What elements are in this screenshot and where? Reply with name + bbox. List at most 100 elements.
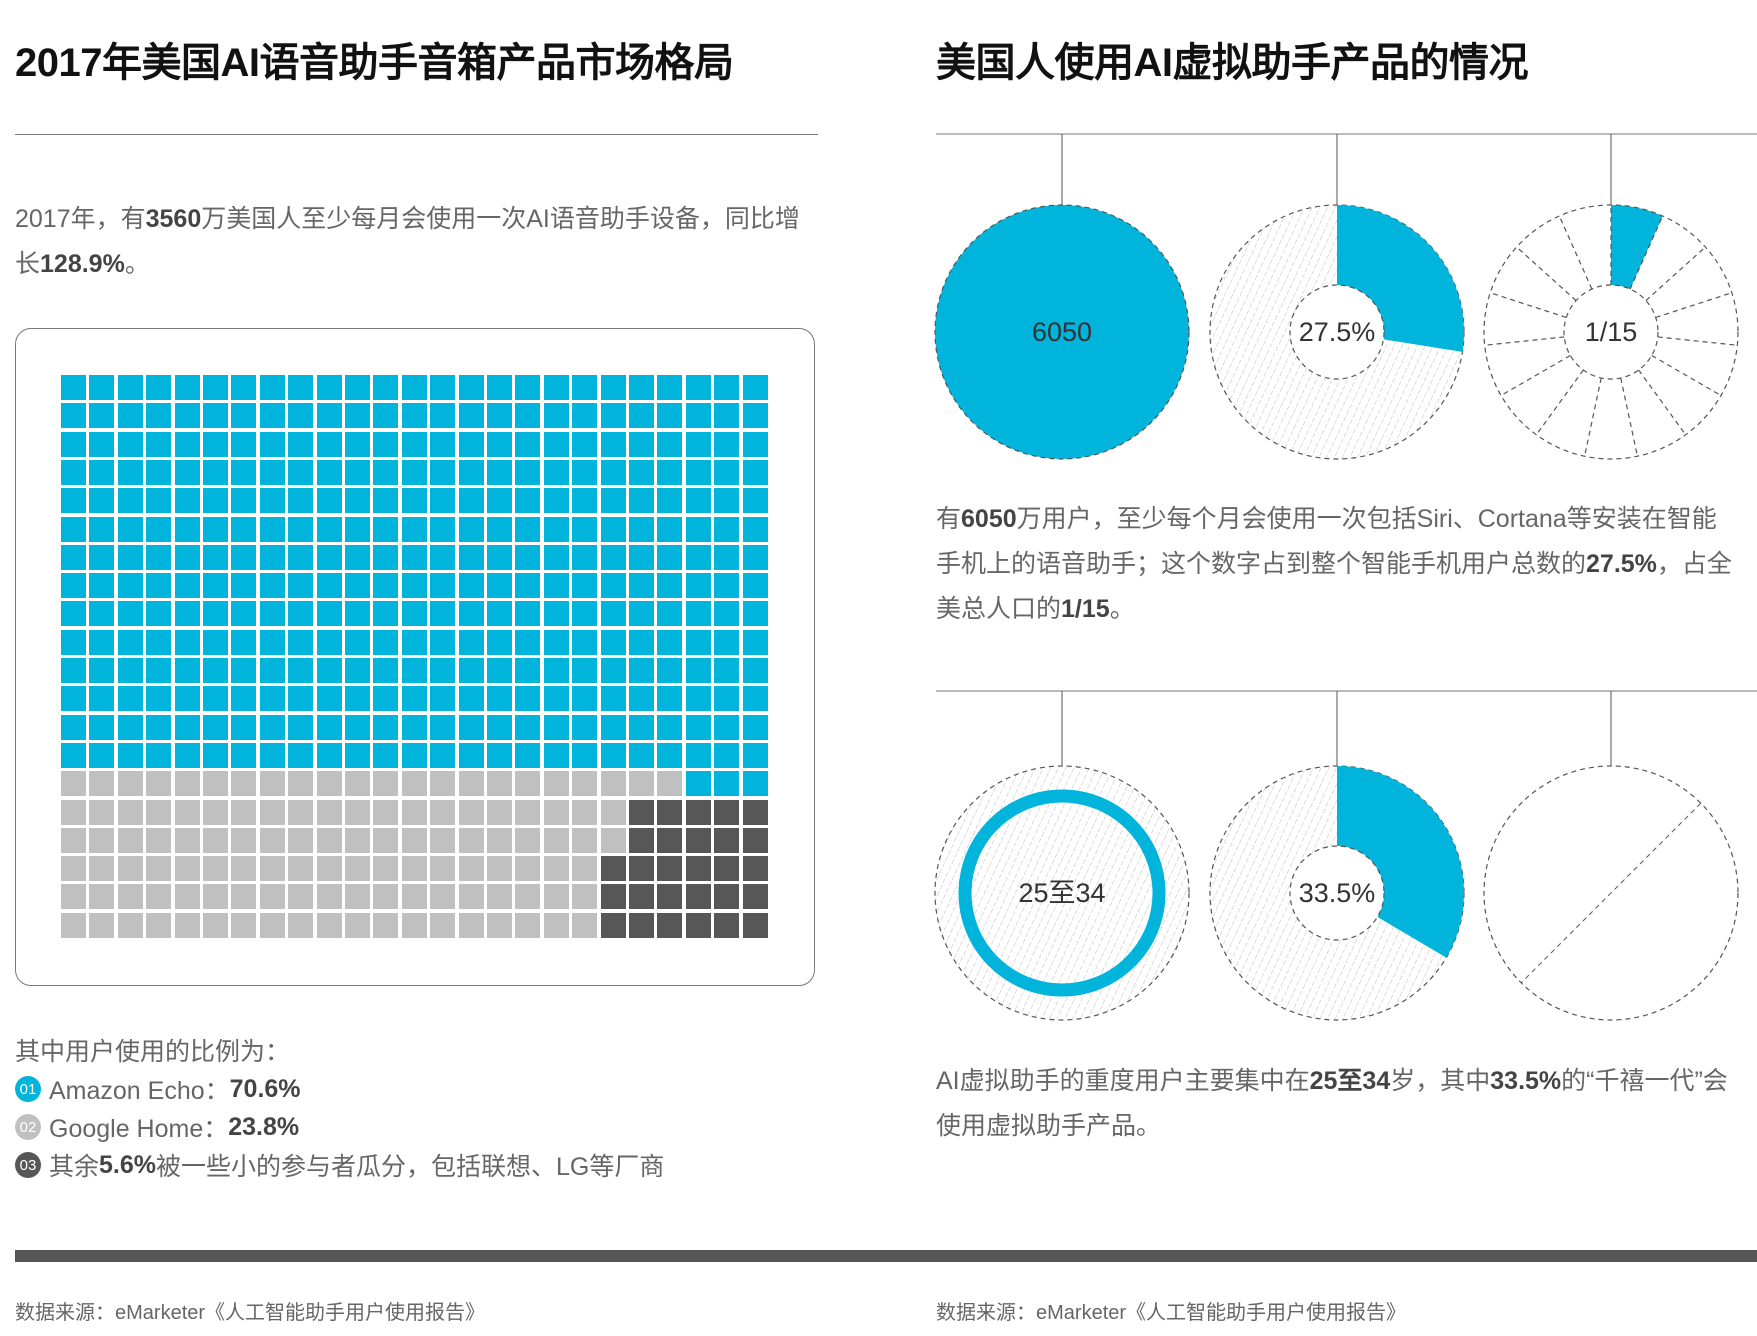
cell-other [657, 912, 683, 938]
cell-amazon-echo [657, 459, 683, 485]
cell-amazon-echo [61, 544, 86, 570]
cell-amazon-echo [203, 686, 228, 712]
cell-amazon-echo [203, 601, 228, 627]
cell-amazon-echo [61, 431, 86, 457]
cell-amazon-echo [316, 431, 342, 457]
cell-amazon-echo [61, 488, 86, 514]
cell-amazon-echo [174, 375, 200, 400]
cell-other [742, 912, 768, 938]
cell-amazon-echo [117, 742, 143, 768]
cell-amazon-echo [288, 544, 314, 570]
legend-label: Amazon Echo： [49, 1077, 230, 1105]
cell-amazon-echo [316, 459, 342, 485]
cell-amazon-echo [231, 431, 257, 457]
cell-google-home [572, 912, 598, 938]
cell-amazon-echo [61, 375, 86, 400]
cell-amazon-echo [657, 742, 683, 768]
cell-other [685, 856, 711, 882]
cell-other [657, 827, 683, 853]
cell-other [714, 912, 740, 938]
cell-google-home [203, 771, 228, 797]
cell-amazon-echo [657, 403, 683, 429]
cell-amazon-echo [543, 488, 569, 514]
cell-amazon-echo [600, 431, 626, 457]
cell-amazon-echo [401, 403, 427, 429]
cell-amazon-echo [600, 686, 626, 712]
cell-amazon-echo [373, 742, 399, 768]
cell-amazon-echo [316, 714, 342, 740]
cell-amazon-echo [316, 658, 342, 683]
cell-google-home [259, 856, 285, 882]
cell-amazon-echo [629, 403, 654, 429]
cell-google-home [146, 912, 172, 938]
cell-google-home [174, 912, 200, 938]
cell-amazon-echo [572, 601, 598, 627]
cell-amazon-echo [259, 516, 285, 542]
cell-amazon-echo [714, 431, 740, 457]
legend: 01 Amazon Echo： 70.6% 02 Google Home： 23.8% 03… [15, 1070, 664, 1184]
cell-other [685, 799, 711, 825]
smartphone-share-label: 27.5% [1299, 317, 1376, 347]
cell-google-home [345, 912, 370, 938]
spoke-line [1657, 336, 1738, 346]
cell-amazon-echo [543, 686, 569, 712]
cell-amazon-echo [174, 742, 200, 768]
cell-amazon-echo [373, 601, 399, 627]
cell-amazon-echo [487, 658, 512, 683]
cell-google-home [231, 799, 257, 825]
highlight-number: 3560 [145, 205, 202, 233]
cell-google-home [61, 912, 86, 938]
cell-amazon-echo [430, 403, 456, 429]
cell-google-home [316, 912, 342, 938]
cell-amazon-echo [61, 403, 86, 429]
inner-circle [1289, 845, 1385, 941]
spoke-line [1629, 215, 1664, 290]
text-segment: 万用户，至少每个月会使用一次包括Siri、Cortana等安装在智能手机上的语音… [936, 505, 1717, 578]
cell-amazon-echo [146, 516, 172, 542]
cell-google-home [401, 771, 427, 797]
cell-amazon-echo [61, 686, 86, 712]
cell-google-home [203, 856, 228, 882]
cell-amazon-echo [231, 516, 257, 542]
cell-google-home [117, 856, 143, 882]
cell-amazon-echo [458, 544, 484, 570]
cell-amazon-echo [117, 459, 143, 485]
cell-amazon-echo [203, 431, 228, 457]
cell-google-home [373, 912, 399, 938]
cell-amazon-echo [515, 742, 541, 768]
cell-amazon-echo [401, 686, 427, 712]
cell-google-home [401, 912, 427, 938]
cell-amazon-echo [487, 714, 512, 740]
cell-amazon-echo [203, 573, 228, 599]
cell-amazon-echo [487, 601, 512, 627]
cell-amazon-echo [316, 573, 342, 599]
cell-google-home [345, 827, 370, 853]
cell-google-home [401, 884, 427, 910]
spoke-line [1645, 246, 1706, 301]
cell-amazon-echo [89, 544, 115, 570]
cell-amazon-echo [373, 629, 399, 655]
cell-amazon-echo [288, 658, 314, 683]
cell-google-home [288, 771, 314, 797]
cell-google-home [515, 856, 541, 882]
cell-amazon-echo [657, 714, 683, 740]
cell-google-home [316, 771, 342, 797]
cell-amazon-echo [572, 658, 598, 683]
cell-amazon-echo [316, 629, 342, 655]
cell-amazon-echo [458, 601, 484, 627]
cell-amazon-echo [117, 658, 143, 683]
cell-amazon-echo [89, 488, 115, 514]
text-segment: 有 [936, 505, 962, 533]
cell-amazon-echo [742, 658, 768, 683]
cell-google-home [174, 799, 200, 825]
cell-google-home [543, 827, 569, 853]
cell-google-home [543, 799, 569, 825]
empty-circle [1483, 765, 1739, 1021]
legend-item: 03 其余 5.6% 被一些小的参与者瓜分，包括联想、LG等厂商 [15, 1146, 664, 1184]
cell-google-home [657, 771, 683, 797]
cell-amazon-echo [657, 601, 683, 627]
cell-google-home [401, 856, 427, 882]
cell-google-home [316, 884, 342, 910]
highlight-number: 25至34 [1309, 1067, 1391, 1095]
cell-amazon-echo [458, 431, 484, 457]
